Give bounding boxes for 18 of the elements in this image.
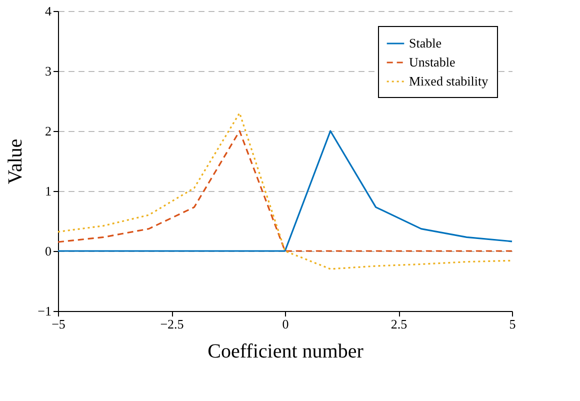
y-tick-label: 3 bbox=[45, 64, 52, 78]
y-tick-label: 4 bbox=[45, 4, 52, 18]
line-series bbox=[57, 112, 513, 270]
legend-label: Stable bbox=[409, 36, 442, 50]
legend-label: Mixed stability bbox=[409, 74, 489, 88]
x-tick-label: −5 bbox=[52, 316, 66, 332]
x-tick-label: 0 bbox=[282, 316, 289, 332]
y-tick-label: −1 bbox=[38, 304, 52, 318]
legend-label: Unstable bbox=[409, 54, 456, 70]
x-tick-label: 2.5 bbox=[390, 316, 408, 332]
line-series bbox=[57, 130, 513, 252]
y-tick-label: 2 bbox=[45, 124, 52, 138]
x-axis-title: Coefficient number bbox=[208, 340, 364, 362]
y-tick-label: 0 bbox=[45, 244, 52, 258]
y-axis-title: Value bbox=[4, 138, 27, 184]
x-tick-label: −2.5 bbox=[160, 316, 184, 332]
x-tick-label: 5 bbox=[509, 316, 516, 332]
y-tick-label: 1 bbox=[45, 184, 52, 198]
